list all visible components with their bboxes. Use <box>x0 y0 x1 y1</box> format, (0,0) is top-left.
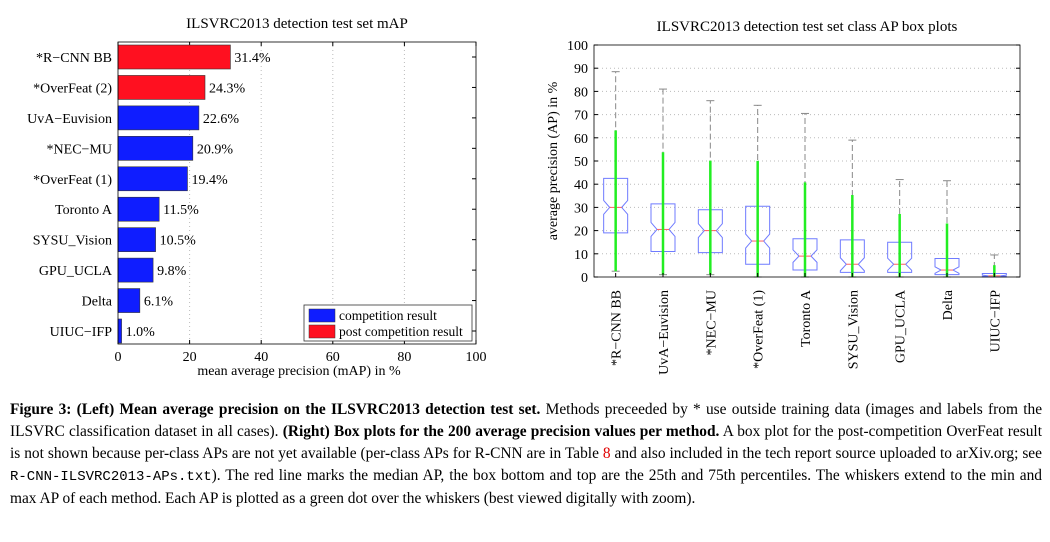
bar <box>117 288 141 313</box>
data-label: 11.5% <box>163 203 199 218</box>
category-label: *OverFeat (2) <box>33 81 112 96</box>
y-tick-label: 20 <box>574 225 588 240</box>
caption-left-title: (Left) Mean average precision on the ILS… <box>76 401 541 418</box>
x-tick-label: *OverFeat (1) <box>752 290 767 369</box>
filename: R-CNN-ILSVRC2013-APs.txt <box>10 469 212 485</box>
y-tick-label: 0 <box>581 271 588 286</box>
bar <box>117 318 122 344</box>
y-tick-label: 50 <box>574 155 588 170</box>
figure: ILSVRC2013 detection test set mAP 0 20 40 60… <box>27 16 1021 379</box>
category-label: *R−CNN BB <box>36 51 112 66</box>
plot-frame <box>117 41 477 345</box>
x-tick-label: 40 <box>254 350 268 365</box>
bar <box>117 257 154 283</box>
data-label: 31.4% <box>234 51 270 66</box>
y-axis-label: average precision (AP) in % <box>546 81 561 240</box>
data-label: 9.8% <box>157 264 187 279</box>
box-plot <box>603 71 629 272</box>
x-tick-label: SYSU_Vision <box>846 290 861 369</box>
data-label: 10.5% <box>160 234 197 249</box>
box-plot <box>887 179 913 278</box>
box <box>887 241 913 273</box>
data-label: 22.6% <box>203 112 240 127</box>
x-tick-label: UvA−Euvision <box>657 290 672 375</box>
x-tick-label: GPU_UCLA <box>894 289 909 363</box>
figure-caption: Figure 3: (Left) Mean average precision … <box>10 399 1042 510</box>
caption-label: Figure 3: <box>10 401 72 418</box>
x-tick-label: *R−CNN BB <box>610 290 625 366</box>
legend-label: post competition result <box>339 324 463 339</box>
category-label: SYSU_Vision <box>33 234 112 249</box>
legend-label: competition result <box>339 308 437 323</box>
bar <box>117 44 231 70</box>
box <box>839 239 865 273</box>
data-label: 19.4% <box>191 173 228 188</box>
category-label: *OverFeat (1) <box>33 173 112 188</box>
x-tick-label: 60 <box>326 350 340 365</box>
data-label: 1.0% <box>126 325 156 340</box>
category-label: *NEC−MU <box>47 142 112 157</box>
box-plot <box>839 139 865 278</box>
data-label: 6.1% <box>144 295 174 310</box>
box-plot <box>745 104 771 278</box>
category-label: UIUC−IFP <box>50 325 113 340</box>
y-tick-label: 40 <box>574 178 588 193</box>
x-tick-label: *NEC−MU <box>704 290 719 355</box>
bar <box>117 136 194 161</box>
caption-text: Methods preceeded by * use outside train… <box>10 401 1043 440</box>
data-label: 24.3% <box>209 81 246 96</box>
box-plot <box>697 100 723 276</box>
plot-frame <box>593 44 1021 278</box>
category-label: GPU_UCLA <box>39 264 113 279</box>
bar <box>117 166 188 192</box>
y-tick-label: 70 <box>574 109 588 124</box>
caption-right-title: (Right) Box plots for the 200 average pr… <box>282 423 720 440</box>
bar <box>117 227 156 252</box>
box <box>697 209 723 254</box>
y-tick-label: 100 <box>567 39 588 54</box>
x-tick-label: UIUC−IFP <box>988 290 1003 353</box>
box-plot <box>650 88 676 276</box>
box <box>650 203 676 252</box>
legend-swatch <box>308 308 336 323</box>
caption-text: A box plot for the post-competition Over… <box>10 423 1042 462</box>
bar <box>117 196 160 222</box>
chart-title: ILSVRC2013 detection test set mAP <box>186 16 408 32</box>
box <box>792 238 818 271</box>
box <box>745 205 771 265</box>
y-tick-label: 80 <box>574 85 588 100</box>
x-tick-label: Delta <box>941 289 956 320</box>
x-tick-label: 0 <box>115 350 122 365</box>
category-label: Delta <box>82 295 113 310</box>
bar <box>117 75 206 100</box>
bar <box>117 105 200 131</box>
x-tick-label: Toronto A <box>799 289 814 347</box>
x-tick-label: 80 <box>397 350 411 365</box>
x-tick-label: 20 <box>183 350 197 365</box>
legend-swatch <box>308 324 336 339</box>
box <box>934 257 960 276</box>
box-plot <box>934 180 960 278</box>
x-tick-label: 100 <box>466 350 487 365</box>
category-label: Toronto A <box>55 203 113 218</box>
y-tick-label: 90 <box>574 62 588 77</box>
table-reference-link[interactable]: 8 <box>602 445 611 462</box>
caption-text: ). The red line marks the median AP, the… <box>10 467 1042 507</box>
caption-text: and also included in the tech report sou… <box>614 445 1042 462</box>
y-tick-label: 30 <box>574 201 588 216</box>
category-label: UvA−Euvision <box>27 112 112 127</box>
y-tick-label: 10 <box>574 248 588 263</box>
chart-title: ILSVRC2013 detection test set class AP b… <box>657 19 958 35</box>
x-axis-label: mean average precision (mAP) in % <box>197 364 401 379</box>
data-label: 20.9% <box>197 142 234 157</box>
box-plot <box>792 112 818 278</box>
y-tick-label: 60 <box>574 132 588 147</box>
box <box>603 177 629 234</box>
